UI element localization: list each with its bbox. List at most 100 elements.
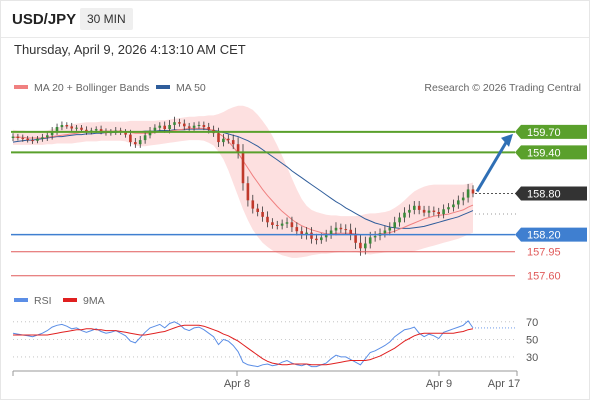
candle-body — [143, 135, 147, 141]
level-tag-text: 158.80 — [527, 189, 561, 201]
candle-2 — [21, 134, 25, 142]
candle-92 — [461, 192, 465, 206]
rsi-plot-area: 70 50 30 — [12, 317, 538, 368]
candle-body — [408, 209, 411, 213]
rsi-tick-label-30: 30 — [526, 352, 538, 364]
candle-23 — [124, 129, 127, 138]
candle-body — [129, 134, 132, 143]
candle-body — [417, 205, 421, 210]
candle-body — [427, 210, 431, 213]
candle-38 — [197, 121, 201, 129]
candle-body — [173, 122, 176, 125]
symbol-title: USD/JPY — [12, 11, 77, 28]
candle-body — [320, 237, 323, 241]
ma50-legend-swatch — [156, 85, 170, 89]
candle-39 — [202, 121, 206, 131]
candle-body — [207, 127, 210, 130]
candle-body — [178, 122, 181, 124]
candle-body — [388, 227, 392, 231]
candle-body — [261, 212, 264, 217]
candle-body — [163, 125, 166, 130]
candle-body — [266, 216, 269, 223]
level-label-157.95: 157.95 — [527, 247, 561, 259]
candle-body — [437, 212, 440, 215]
level-tag-text: 159.70 — [527, 127, 561, 139]
candle-11 — [65, 122, 69, 129]
candle-25 — [134, 138, 137, 148]
candle-3 — [26, 135, 29, 143]
candle-body — [300, 231, 303, 235]
candle-body — [368, 237, 372, 244]
chart-header: USD/JPY 30 MIN — [1, 1, 589, 38]
candle-body — [285, 222, 289, 224]
candle-94 — [471, 185, 475, 198]
candle-body — [276, 225, 279, 226]
candle-80 — [403, 207, 406, 223]
candle-body — [70, 126, 73, 129]
price-plot-area — [11, 105, 475, 258]
rsi-tick-label-50: 50 — [526, 334, 538, 346]
candle-body — [153, 127, 157, 131]
candle-body — [197, 125, 201, 126]
candle-body — [46, 135, 49, 138]
candle-6 — [41, 133, 44, 142]
candle-body — [393, 222, 396, 228]
ma20-legend-label: MA 20 + Bollinger Bands — [34, 82, 149, 94]
candle-69 — [349, 223, 352, 241]
candle-0 — [11, 133, 15, 142]
candle-93 — [466, 183, 470, 203]
candle-body — [50, 131, 54, 136]
candle-body — [183, 123, 186, 127]
candle-78 — [393, 216, 396, 233]
candle-body — [447, 207, 450, 210]
ma20-legend-swatch — [14, 85, 28, 89]
candle-body — [41, 137, 44, 139]
candle-body — [16, 136, 20, 138]
candle-body — [36, 138, 39, 141]
candle-body — [305, 232, 308, 235]
candle-4 — [31, 136, 34, 144]
x-tick-label-2: Apr 17 — [488, 378, 520, 390]
candle-30 — [158, 122, 162, 131]
candle-34 — [178, 118, 181, 127]
timeframe-button[interactable]: 30 MIN — [80, 8, 133, 30]
candle-57 — [290, 216, 294, 233]
candle-body — [271, 222, 274, 225]
candle-body — [80, 127, 83, 130]
candle-74 — [373, 231, 377, 242]
rsi-tick-label-70: 70 — [526, 317, 538, 329]
candle-body — [442, 209, 445, 215]
candle-body — [75, 127, 78, 129]
candle-body — [334, 227, 338, 231]
candle-body — [398, 217, 401, 223]
candle-body — [94, 129, 98, 131]
candle-84 — [422, 205, 426, 217]
candle-26 — [138, 135, 142, 148]
candle-body — [217, 133, 220, 143]
candle-49 — [251, 194, 255, 214]
candle-82 — [413, 201, 416, 215]
candle-8 — [50, 127, 54, 140]
candle-70 — [354, 227, 357, 249]
candle-86 — [432, 206, 436, 216]
candle-body — [227, 138, 230, 141]
candle-body — [192, 125, 196, 128]
candle-36 — [187, 122, 191, 131]
candle-56 — [285, 217, 289, 228]
rsi-legend-label: RSI — [34, 295, 52, 307]
candle-9 — [55, 123, 59, 135]
candle-body — [324, 234, 328, 238]
level-tag-text: 159.40 — [527, 147, 561, 159]
candle-body — [461, 197, 465, 201]
candle-45 — [231, 134, 235, 150]
candle-body — [452, 204, 455, 208]
candle-1 — [16, 133, 20, 141]
candle-91 — [457, 195, 460, 209]
candle-body — [187, 126, 191, 128]
level-label-158.20: 158.20 — [515, 227, 587, 242]
ma50-legend-label: MA 50 — [176, 82, 206, 94]
candle-body — [422, 209, 426, 213]
candle-62 — [315, 233, 318, 245]
candle-body — [413, 205, 416, 210]
